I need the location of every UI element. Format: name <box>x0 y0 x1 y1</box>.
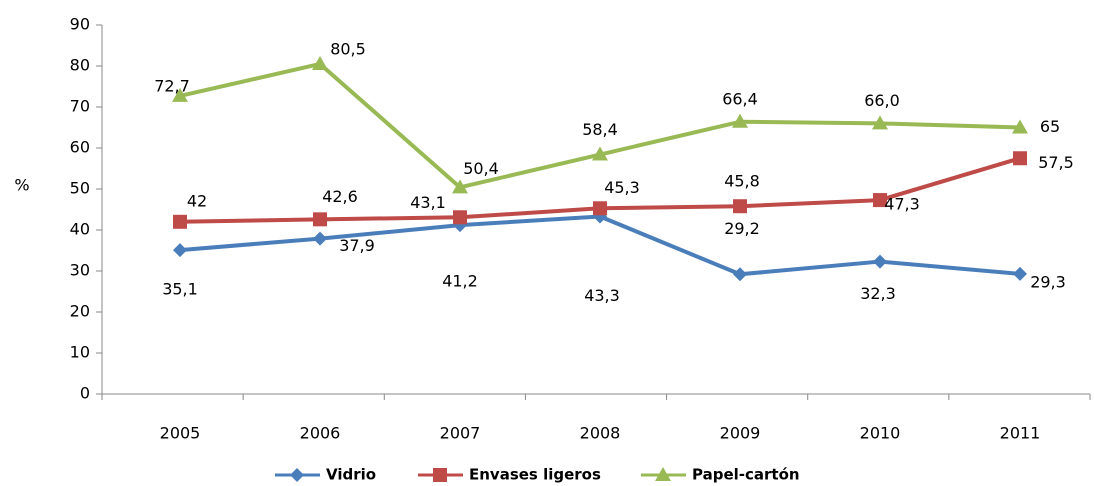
data-label: 42 <box>187 191 207 210</box>
data-label: 45,3 <box>604 178 640 197</box>
legend: Vidrio Envases ligeros Papel-cartón <box>275 466 800 484</box>
marker <box>872 115 888 130</box>
marker <box>873 254 887 269</box>
y-tick-label: 10 <box>70 343 90 362</box>
marker <box>1012 119 1028 134</box>
legend-label: Papel-cartón <box>692 466 800 484</box>
marker <box>1013 151 1027 166</box>
data-label: 43,1 <box>410 193 446 212</box>
y-tick-label: 90 <box>70 15 90 34</box>
data-label: 43,3 <box>584 286 620 305</box>
x-tick-label: 2011 <box>1000 424 1041 443</box>
data-label: 37,9 <box>339 236 375 255</box>
marker <box>433 468 447 482</box>
data-label: 58,4 <box>582 120 618 139</box>
y-tick-label: 60 <box>70 138 90 157</box>
x-tick-label: 2008 <box>580 424 621 443</box>
y-tick-label: 0 <box>80 384 90 403</box>
marker <box>173 214 187 229</box>
data-label: 47,3 <box>884 195 920 214</box>
marker <box>312 55 328 70</box>
marker <box>290 468 304 482</box>
y-tick-label: 30 <box>70 261 90 280</box>
marker <box>173 243 187 258</box>
y-tick-label: 70 <box>70 97 90 116</box>
x-tick-label: 2007 <box>440 424 481 443</box>
data-label: 35,1 <box>162 280 198 299</box>
marker <box>732 113 748 128</box>
y-axis-label: % <box>14 176 29 195</box>
marker <box>593 201 607 216</box>
x-tick-label: 2005 <box>160 424 201 443</box>
y-tick-label: 50 <box>70 179 90 198</box>
y-tick-label: 40 <box>70 220 90 239</box>
data-label: 41,2 <box>442 272 478 291</box>
data-label: 57,5 <box>1038 153 1074 172</box>
data-label: 65 <box>1040 117 1060 136</box>
data-label: 32,3 <box>860 284 896 303</box>
marker <box>655 467 671 481</box>
x-tick-label: 2006 <box>300 424 341 443</box>
data-label: 45,8 <box>724 172 760 191</box>
data-label: 42,6 <box>322 187 358 206</box>
marker <box>1013 266 1027 281</box>
marker <box>873 193 887 208</box>
marker <box>313 231 327 246</box>
marker <box>453 210 467 225</box>
marker <box>592 146 608 161</box>
marker <box>172 87 188 102</box>
data-label: 66,0 <box>864 91 900 110</box>
data-label: 29,2 <box>724 219 760 238</box>
data-label: 80,5 <box>330 39 366 58</box>
marker <box>452 179 468 194</box>
marker <box>733 267 747 282</box>
data-label: 29,3 <box>1030 272 1066 291</box>
data-label: 50,4 <box>463 159 499 178</box>
x-tick-label: 2009 <box>720 424 761 443</box>
y-tick-label: 80 <box>70 56 90 75</box>
data-label: 72,7 <box>154 76 190 95</box>
legend-label: Envases ligeros <box>469 466 601 484</box>
data-label: 66,4 <box>722 89 758 108</box>
marker <box>733 199 747 214</box>
series-line <box>179 214 1021 277</box>
y-tick-label: 20 <box>70 302 90 321</box>
legend-label: Vidrio <box>326 466 376 484</box>
marker <box>313 212 327 227</box>
x-tick-label: 2010 <box>860 424 901 443</box>
